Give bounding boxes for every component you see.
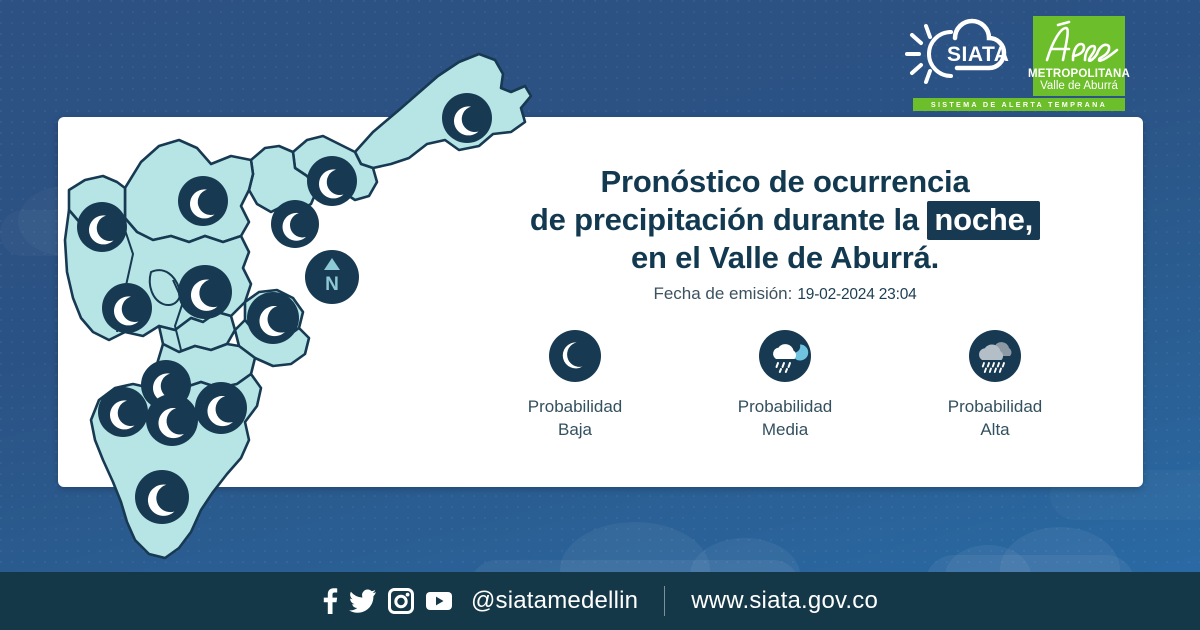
legend-label-baja-2: Baja xyxy=(557,420,593,439)
headline-line-2-text: de precipitación durante la xyxy=(529,202,928,237)
headline-line-2: de precipitación durante la noche, xyxy=(470,201,1100,240)
area-logo-line2: Valle de Aburrá xyxy=(1040,80,1118,92)
social-icons xyxy=(322,587,453,615)
area-script-icon xyxy=(1045,20,1119,63)
issue-date-value: 19-02-2024 23:04 xyxy=(797,286,917,303)
siata-logo: SIATA xyxy=(905,18,1009,84)
map-marker-moon-icon xyxy=(195,382,247,434)
facebook-icon[interactable] xyxy=(322,587,338,615)
youtube-icon[interactable] xyxy=(425,591,453,611)
siata-ribbon: SISTEMA DE ALERTA TEMPRANA xyxy=(913,98,1125,111)
instagram-icon[interactable] xyxy=(387,588,414,614)
issue-date: Fecha de emisión: 19-02-2024 23:04 xyxy=(470,284,1100,304)
legend-label-alta-2: Alta xyxy=(980,420,1010,439)
map-marker-moon-icon xyxy=(178,176,228,226)
website-url[interactable]: www.siata.gov.co xyxy=(691,587,879,614)
map-marker-moon-icon xyxy=(98,387,148,437)
map-marker-moon-icon xyxy=(247,292,299,344)
compass-rose: N xyxy=(305,250,359,304)
compass-label: N xyxy=(325,274,339,295)
legend-label-baja-1: Probabilidad xyxy=(527,397,623,416)
map-marker-moon-icon xyxy=(442,93,492,143)
map-marker-moon-icon xyxy=(271,200,319,248)
moon-icon xyxy=(549,330,601,382)
headline-line-1: Pronóstico de ocurrencia xyxy=(600,164,970,199)
map-marker-moon-icon xyxy=(77,202,127,252)
map-marker-moon-icon xyxy=(135,470,189,524)
headline: Pronóstico de ocurrencia de precipitació… xyxy=(470,163,1100,277)
legend-item-alta: Probabilidad Alta xyxy=(910,330,1080,441)
area-metropolitana-logo: METROPOLITANA Valle de Aburrá xyxy=(1028,16,1130,96)
legend-item-baja: Probabilidad Baja xyxy=(490,330,660,441)
map-marker-group xyxy=(77,93,492,524)
headline-line-3: en el Valle de Aburrá. xyxy=(630,240,940,275)
map-marker-moon-icon xyxy=(146,394,198,446)
footer-bar: @siatamedellin www.siata.gov.co xyxy=(0,572,1200,630)
footer-divider xyxy=(664,586,666,616)
issue-date-label: Fecha de emisión: xyxy=(653,284,793,303)
legend-label-media-2: Media xyxy=(761,420,809,439)
legend-label-media-1: Probabilidad xyxy=(737,397,833,416)
map-marker-moon-icon xyxy=(102,283,152,333)
area-logo-line1: METROPOLITANA xyxy=(1027,68,1131,80)
municipality-copacabana xyxy=(247,144,319,214)
moon-cloud-rain-icon xyxy=(759,330,811,382)
headline-highlight: noche, xyxy=(927,201,1041,240)
valle-de-aburra-map: N xyxy=(63,52,533,560)
logo-group: SIATA METROPOLITANA Valle de Aburrá SIST… xyxy=(895,16,1135,111)
legend-label-alta-1: Probabilidad xyxy=(947,397,1043,416)
map-marker-moon-icon xyxy=(178,265,232,319)
cloud-heavy-rain-icon xyxy=(969,330,1021,382)
siata-wordmark: SIATA xyxy=(947,43,1009,66)
legend-item-media: Probabilidad Media xyxy=(700,330,870,441)
twitter-icon[interactable] xyxy=(348,589,377,613)
map-marker-moon-icon xyxy=(307,156,357,206)
social-handle[interactable]: @siatamedellin xyxy=(470,587,639,614)
probability-legend: Probabilidad Baja Probabilidad Media xyxy=(470,330,1100,450)
